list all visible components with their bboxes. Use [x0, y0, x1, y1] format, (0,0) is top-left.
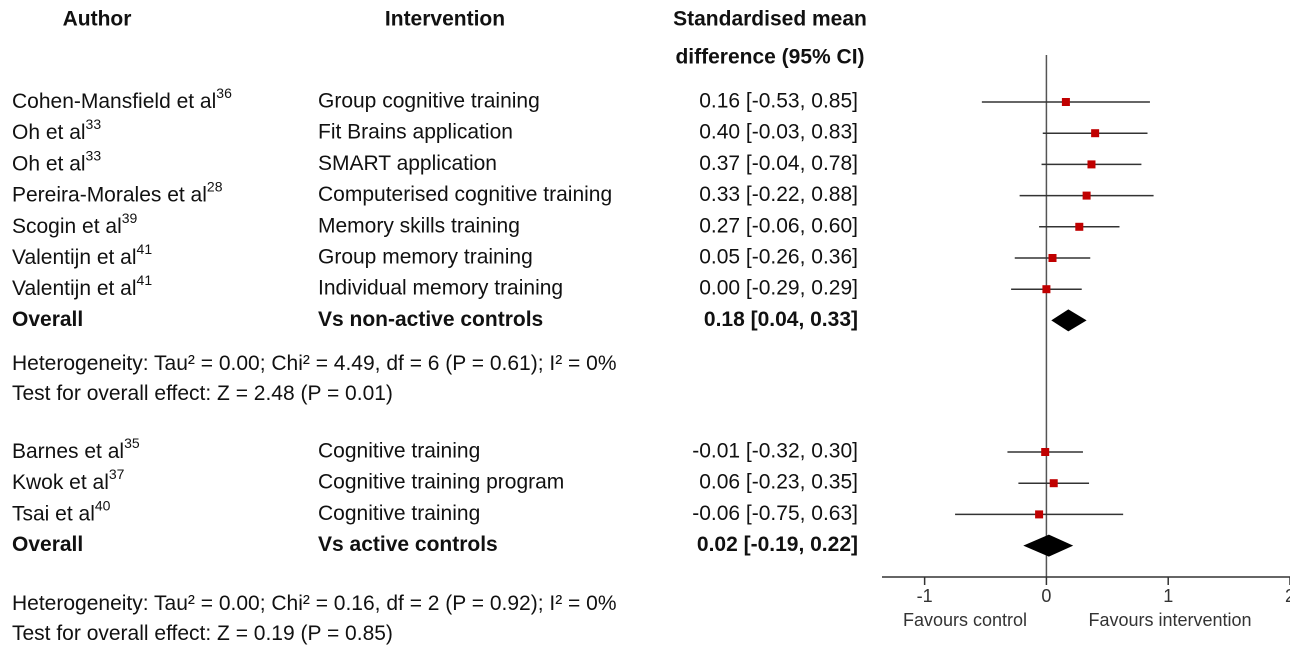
effect-label: 0.27 [-0.06, 0.60] — [699, 214, 858, 237]
intervention: Cognitive training program — [318, 471, 564, 494]
overall-intervention: Vs active controls — [318, 533, 498, 556]
header-author: Author — [63, 8, 132, 31]
estimate-square — [1075, 222, 1084, 231]
author: Kwok et al37 — [12, 466, 125, 494]
effect-label: 0.00 [-0.29, 0.29] — [699, 277, 858, 300]
author-name: Barnes et al — [12, 440, 124, 463]
heterogeneity-note: Heterogeneity: Tau² = 0.00; Chi² = 0.16,… — [12, 592, 617, 615]
header-effect: difference (95% CI) — [675, 46, 864, 69]
reference: 36 — [216, 85, 232, 101]
reference: 41 — [137, 272, 153, 288]
estimate-square — [1035, 510, 1044, 519]
estimate-square — [1061, 98, 1070, 106]
axis-label: Favours intervention — [1088, 610, 1251, 630]
intervention: Group cognitive training — [318, 90, 540, 113]
reference: 41 — [137, 241, 153, 257]
axis-label: Favours control — [903, 610, 1027, 630]
author-name: Pereira-Morales et al — [12, 183, 207, 206]
overall-effect-label: 0.02 [-0.19, 0.22] — [697, 533, 858, 556]
intervention: Cognitive training — [318, 440, 480, 463]
author-name: Valentijn et al — [12, 277, 137, 300]
effect-label: 0.06 [-0.23, 0.35] — [699, 471, 858, 494]
overall-diamond — [1023, 534, 1074, 557]
author: Valentijn et al41 — [12, 241, 152, 269]
reference: 33 — [86, 147, 102, 163]
effect-label: 0.37 [-0.04, 0.78] — [699, 152, 858, 175]
heterogeneity-note: Test for overall effect: Z = 0.19 (P = 0… — [12, 622, 393, 645]
estimate-square — [1091, 129, 1100, 138]
author-name: Kwok et al — [12, 471, 109, 494]
author: Valentijn et al41 — [12, 272, 152, 300]
author: Oh et al33 — [12, 116, 101, 144]
estimate-square — [1048, 254, 1057, 262]
overall-label: Overall — [12, 308, 83, 331]
author: Cohen-Mansfield et al36 — [12, 85, 232, 113]
x-tick-label: 1 — [1163, 586, 1173, 606]
header-intervention: Intervention — [385, 8, 505, 31]
effect-label: -0.06 [-0.75, 0.63] — [692, 502, 858, 525]
estimate-square — [1049, 479, 1058, 488]
estimate-square — [1082, 191, 1091, 200]
effect-label: -0.01 [-0.32, 0.30] — [692, 440, 858, 463]
x-tick-label: 0 — [1041, 586, 1051, 606]
overall-label: Overall — [12, 533, 83, 556]
estimate-square — [1041, 448, 1050, 456]
effect-label: 0.16 [-0.53, 0.85] — [699, 90, 858, 113]
intervention: Memory skills training — [318, 214, 520, 237]
reference: 37 — [109, 466, 125, 482]
intervention: Individual memory training — [318, 277, 563, 300]
intervention: Cognitive training — [318, 502, 480, 525]
intervention: Group memory training — [318, 246, 533, 269]
author-name: Cohen-Mansfield et al — [12, 90, 216, 113]
overall-intervention: Vs non-active controls — [318, 308, 543, 331]
intervention: Computerised cognitive training — [318, 183, 612, 206]
heterogeneity-note: Heterogeneity: Tau² = 0.00; Chi² = 4.49,… — [12, 352, 617, 375]
reference: 28 — [207, 178, 223, 194]
author-name: Tsai et al — [12, 502, 95, 525]
reference: 33 — [86, 116, 102, 132]
intervention: SMART application — [318, 152, 497, 175]
overall-effect-label: 0.18 [0.04, 0.33] — [704, 308, 858, 331]
effect-label: 0.40 [-0.03, 0.83] — [699, 121, 858, 144]
author: Tsai et al40 — [12, 497, 111, 525]
estimate-square — [1042, 285, 1051, 294]
estimate-square — [1087, 160, 1096, 169]
effect-label: 0.05 [-0.26, 0.36] — [699, 246, 858, 269]
reference: 35 — [124, 435, 140, 451]
x-tick-label: 2 — [1285, 586, 1290, 606]
author: Oh et al33 — [12, 147, 101, 175]
author-name: Valentijn et al — [12, 246, 137, 269]
heterogeneity-note: Test for overall effect: Z = 2.48 (P = 0… — [12, 382, 393, 405]
intervention: Fit Brains application — [318, 121, 513, 144]
author-name: Oh et al — [12, 121, 86, 144]
author-name: Oh et al — [12, 152, 86, 175]
reference: 39 — [122, 210, 138, 226]
author: Barnes et al35 — [12, 435, 140, 463]
reference: 40 — [95, 497, 111, 513]
author: Scogin et al39 — [12, 210, 138, 238]
x-tick-label: -1 — [917, 586, 933, 606]
effect-label: 0.33 [-0.22, 0.88] — [699, 183, 858, 206]
header-effect: Standardised mean — [673, 8, 867, 31]
overall-diamond — [1051, 309, 1087, 332]
author: Pereira-Morales et al28 — [12, 178, 223, 206]
author-name: Scogin et al — [12, 214, 122, 237]
